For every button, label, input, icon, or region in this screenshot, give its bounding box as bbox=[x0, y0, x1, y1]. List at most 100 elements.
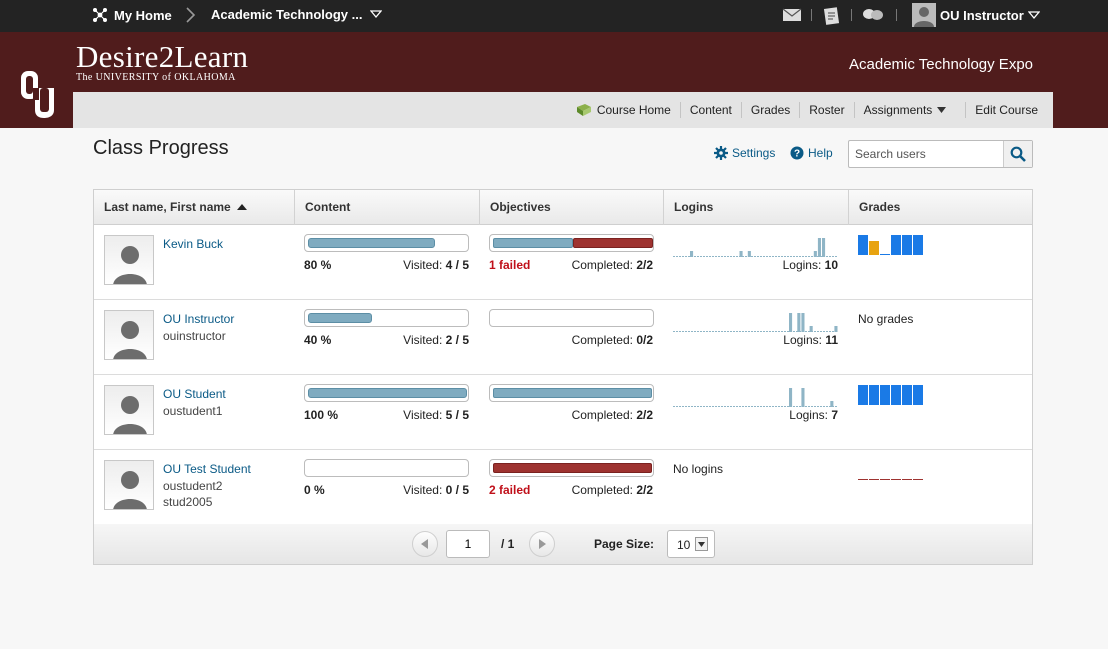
chevron-down-icon bbox=[370, 10, 383, 19]
progress-fill bbox=[308, 238, 435, 248]
logins-count: Logins: 10 bbox=[783, 258, 838, 272]
top-bar: My Home Academic Technology ... OU Instr… bbox=[0, 0, 1108, 32]
logins-value: 11 bbox=[825, 333, 838, 347]
chevron-right-icon bbox=[539, 539, 546, 549]
nav-label: Assignments bbox=[863, 103, 933, 117]
cell-grades[interactable] bbox=[848, 450, 1032, 524]
col-header-name[interactable]: Last name, First name bbox=[94, 190, 294, 225]
grade-bar bbox=[869, 385, 879, 405]
objectives-failed-fill bbox=[493, 463, 652, 473]
nav-grades[interactable]: Grades bbox=[740, 102, 799, 118]
subscriptions-icon[interactable] bbox=[862, 6, 884, 24]
divider bbox=[811, 9, 812, 21]
table-row: OU Instructor ouinstructor 40 % Visited:… bbox=[94, 300, 1032, 375]
message-icon[interactable] bbox=[782, 6, 802, 24]
page-total: / 1 bbox=[501, 537, 515, 551]
grade-bar bbox=[913, 385, 923, 405]
login-spark-bar bbox=[789, 388, 793, 407]
cell-content[interactable]: 40 % Visited: 2 / 5 bbox=[294, 300, 479, 374]
logins-value: 10 bbox=[824, 258, 838, 272]
user-name-link[interactable]: OU Instructor bbox=[163, 312, 235, 326]
content-percent: 100 % bbox=[304, 408, 339, 422]
course-selector[interactable]: Academic Technology ... bbox=[211, 7, 383, 22]
logins-label: Logins: bbox=[783, 333, 822, 347]
updates-icon[interactable] bbox=[822, 6, 842, 26]
table-footer: / 1 Page Size: 10 bbox=[94, 524, 1032, 564]
cell-grades[interactable] bbox=[848, 225, 1032, 299]
grade-bar bbox=[913, 235, 923, 255]
col-header-logins: Logins bbox=[663, 190, 848, 225]
visited-count: Visited: 0 / 5 bbox=[403, 483, 469, 497]
my-home-link[interactable]: My Home bbox=[92, 7, 172, 23]
chevron-down-icon bbox=[1027, 10, 1040, 19]
prev-page-button[interactable] bbox=[412, 531, 438, 557]
progress-fill bbox=[308, 388, 467, 398]
page-size-select[interactable]: 10 bbox=[667, 530, 715, 558]
ou-logo[interactable] bbox=[18, 70, 56, 118]
cell-objectives[interactable]: Completed: 0/2 bbox=[479, 300, 663, 374]
cell-content[interactable]: 100 % Visited: 5 / 5 bbox=[294, 375, 479, 449]
completed-label: Completed: bbox=[571, 408, 633, 422]
cell-objectives[interactable]: 2 failed Completed: 2/2 bbox=[479, 450, 663, 524]
page-number-input[interactable] bbox=[446, 530, 490, 558]
cell-logins[interactable]: No logins bbox=[663, 450, 848, 524]
grades-chart bbox=[858, 385, 928, 405]
no-grades-text: No grades bbox=[858, 312, 914, 326]
content-percent: 80 % bbox=[304, 258, 332, 272]
org-icon bbox=[93, 8, 107, 22]
grade-bar bbox=[869, 241, 879, 255]
search-input[interactable] bbox=[849, 141, 1004, 167]
grade-bar-empty bbox=[880, 254, 890, 255]
settings-link[interactable]: Settings bbox=[714, 146, 775, 160]
grade-bar bbox=[891, 235, 901, 255]
cell-grades[interactable] bbox=[848, 375, 1032, 449]
nav-course-home[interactable]: Course Home bbox=[567, 102, 680, 118]
chevron-left-icon bbox=[421, 539, 428, 549]
completed-label: Completed: bbox=[571, 483, 633, 497]
login-spark-bar bbox=[813, 251, 817, 257]
page-title: Class Progress bbox=[93, 137, 229, 159]
grade-bar bbox=[880, 385, 890, 405]
username-text: oustudent2 bbox=[163, 479, 223, 493]
visited-count: Visited: 5 / 5 bbox=[403, 408, 469, 422]
login-spark-bar bbox=[809, 326, 813, 332]
nav-edit-course[interactable]: Edit Course bbox=[965, 102, 1047, 118]
chevron-down-icon bbox=[937, 106, 947, 113]
cell-logins[interactable]: Logins: 11 bbox=[663, 300, 848, 374]
cell-grades[interactable]: No grades bbox=[848, 300, 1032, 374]
visited-count: Visited: 2 / 5 bbox=[403, 333, 469, 347]
login-spark-bar bbox=[801, 313, 805, 332]
objectives-met-fill bbox=[493, 388, 652, 398]
search-button[interactable] bbox=[1003, 141, 1032, 167]
user-name-link[interactable]: OU Student bbox=[163, 387, 226, 401]
brand-logo-text[interactable]: Desire2Learn bbox=[76, 39, 249, 74]
my-home-label: My Home bbox=[114, 7, 172, 23]
grade-bar-empty bbox=[869, 479, 879, 480]
nav-assignments[interactable]: Assignments bbox=[853, 102, 956, 118]
cell-logins[interactable]: Logins: 10 bbox=[663, 225, 848, 299]
profile-image bbox=[104, 385, 154, 435]
user-name-link[interactable]: OU Test Student bbox=[163, 462, 251, 476]
cell-objectives[interactable]: 1 failed Completed: 2/2 bbox=[479, 225, 663, 299]
brand-subtitle: The UNIVERSITY of OKLAHOMA bbox=[76, 72, 236, 83]
logins-value: 7 bbox=[831, 408, 838, 422]
cell-objectives[interactable]: Completed: 2/2 bbox=[479, 375, 663, 449]
cell-content[interactable]: 0 % Visited: 0 / 5 bbox=[294, 450, 479, 524]
user-name-link[interactable]: Kevin Buck bbox=[163, 237, 224, 251]
content-percent: 40 % bbox=[304, 333, 332, 347]
completed-label: Completed: bbox=[571, 333, 633, 347]
nav-label: Content bbox=[689, 103, 732, 117]
failed-count: 2 failed bbox=[489, 483, 531, 497]
nav-roster[interactable]: Roster bbox=[799, 102, 853, 118]
visited-label: Visited: bbox=[403, 483, 443, 497]
svg-text:?: ? bbox=[794, 149, 800, 160]
table-header: Last name, First name Content Objectives… bbox=[94, 190, 1032, 225]
nav-content[interactable]: Content bbox=[679, 102, 741, 118]
user-menu[interactable]: OU Instructor bbox=[912, 3, 1040, 27]
next-page-button[interactable] bbox=[529, 531, 555, 557]
help-link[interactable]: ? Help bbox=[790, 146, 833, 160]
grades-chart bbox=[858, 460, 928, 480]
cell-content[interactable]: 80 % Visited: 4 / 5 bbox=[294, 225, 479, 299]
help-icon: ? bbox=[790, 146, 804, 160]
cell-logins[interactable]: Logins: 7 bbox=[663, 375, 848, 449]
